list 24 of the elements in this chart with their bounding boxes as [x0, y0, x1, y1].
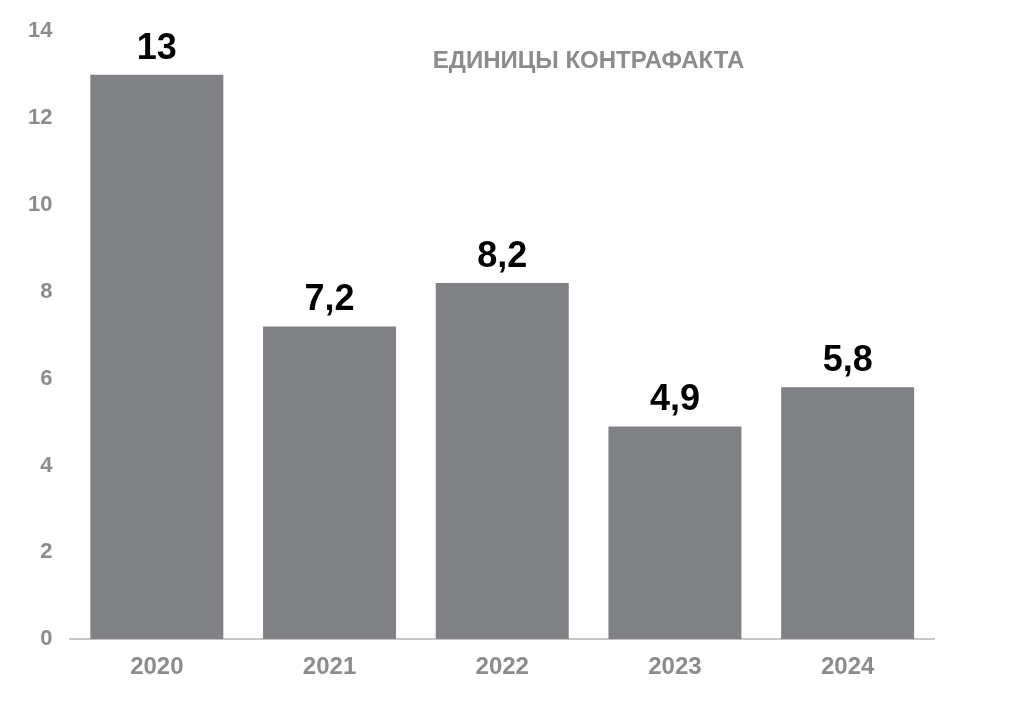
y-tick-label: 10 — [27, 190, 53, 216]
bar — [781, 387, 915, 640]
y-tick-label: 6 — [40, 364, 53, 390]
data-label: 4,9 — [649, 377, 700, 419]
y-tick-label: 0 — [40, 625, 53, 651]
x-tick-label: 2021 — [302, 652, 357, 680]
x-tick-label: 2020 — [130, 652, 184, 680]
data-label: 5,8 — [822, 338, 873, 380]
x-tick-label: 2022 — [475, 652, 529, 680]
data-label: 13 — [136, 25, 177, 67]
bar — [608, 426, 742, 640]
data-label: 7,2 — [304, 277, 355, 319]
bar — [90, 74, 224, 640]
x-tick-label: 2024 — [820, 652, 875, 680]
bar — [435, 283, 569, 640]
data-label: 8,2 — [477, 234, 528, 276]
y-tick-label: 12 — [27, 104, 53, 130]
y-tick-label: 8 — [40, 277, 53, 303]
y-tick-label: 4 — [40, 451, 54, 477]
y-tick-label: 2 — [40, 538, 53, 564]
x-tick-label: 2023 — [648, 652, 702, 680]
y-tick-label: 14 — [27, 17, 54, 43]
text: ЕДИНИЦЫ КОНТРАФАКТА — [432, 45, 745, 73]
bar — [263, 326, 397, 640]
